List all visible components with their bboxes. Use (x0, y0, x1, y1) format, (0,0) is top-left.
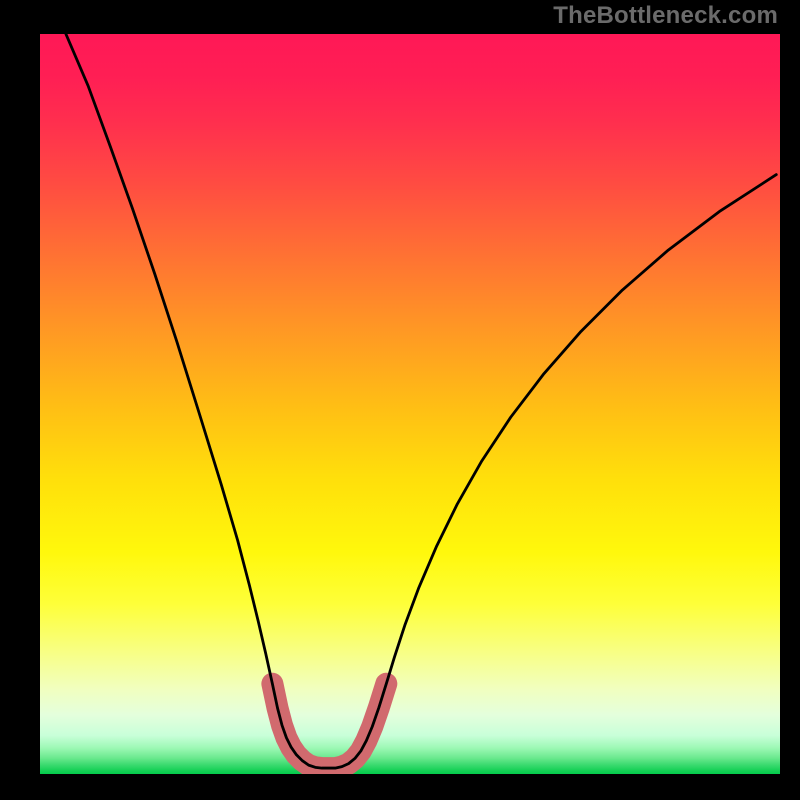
stage: TheBottleneck.com (0, 0, 800, 800)
watermark-text: TheBottleneck.com (553, 2, 778, 30)
chart-svg (40, 34, 780, 774)
plot-area (40, 34, 780, 774)
gradient-background (40, 34, 780, 774)
